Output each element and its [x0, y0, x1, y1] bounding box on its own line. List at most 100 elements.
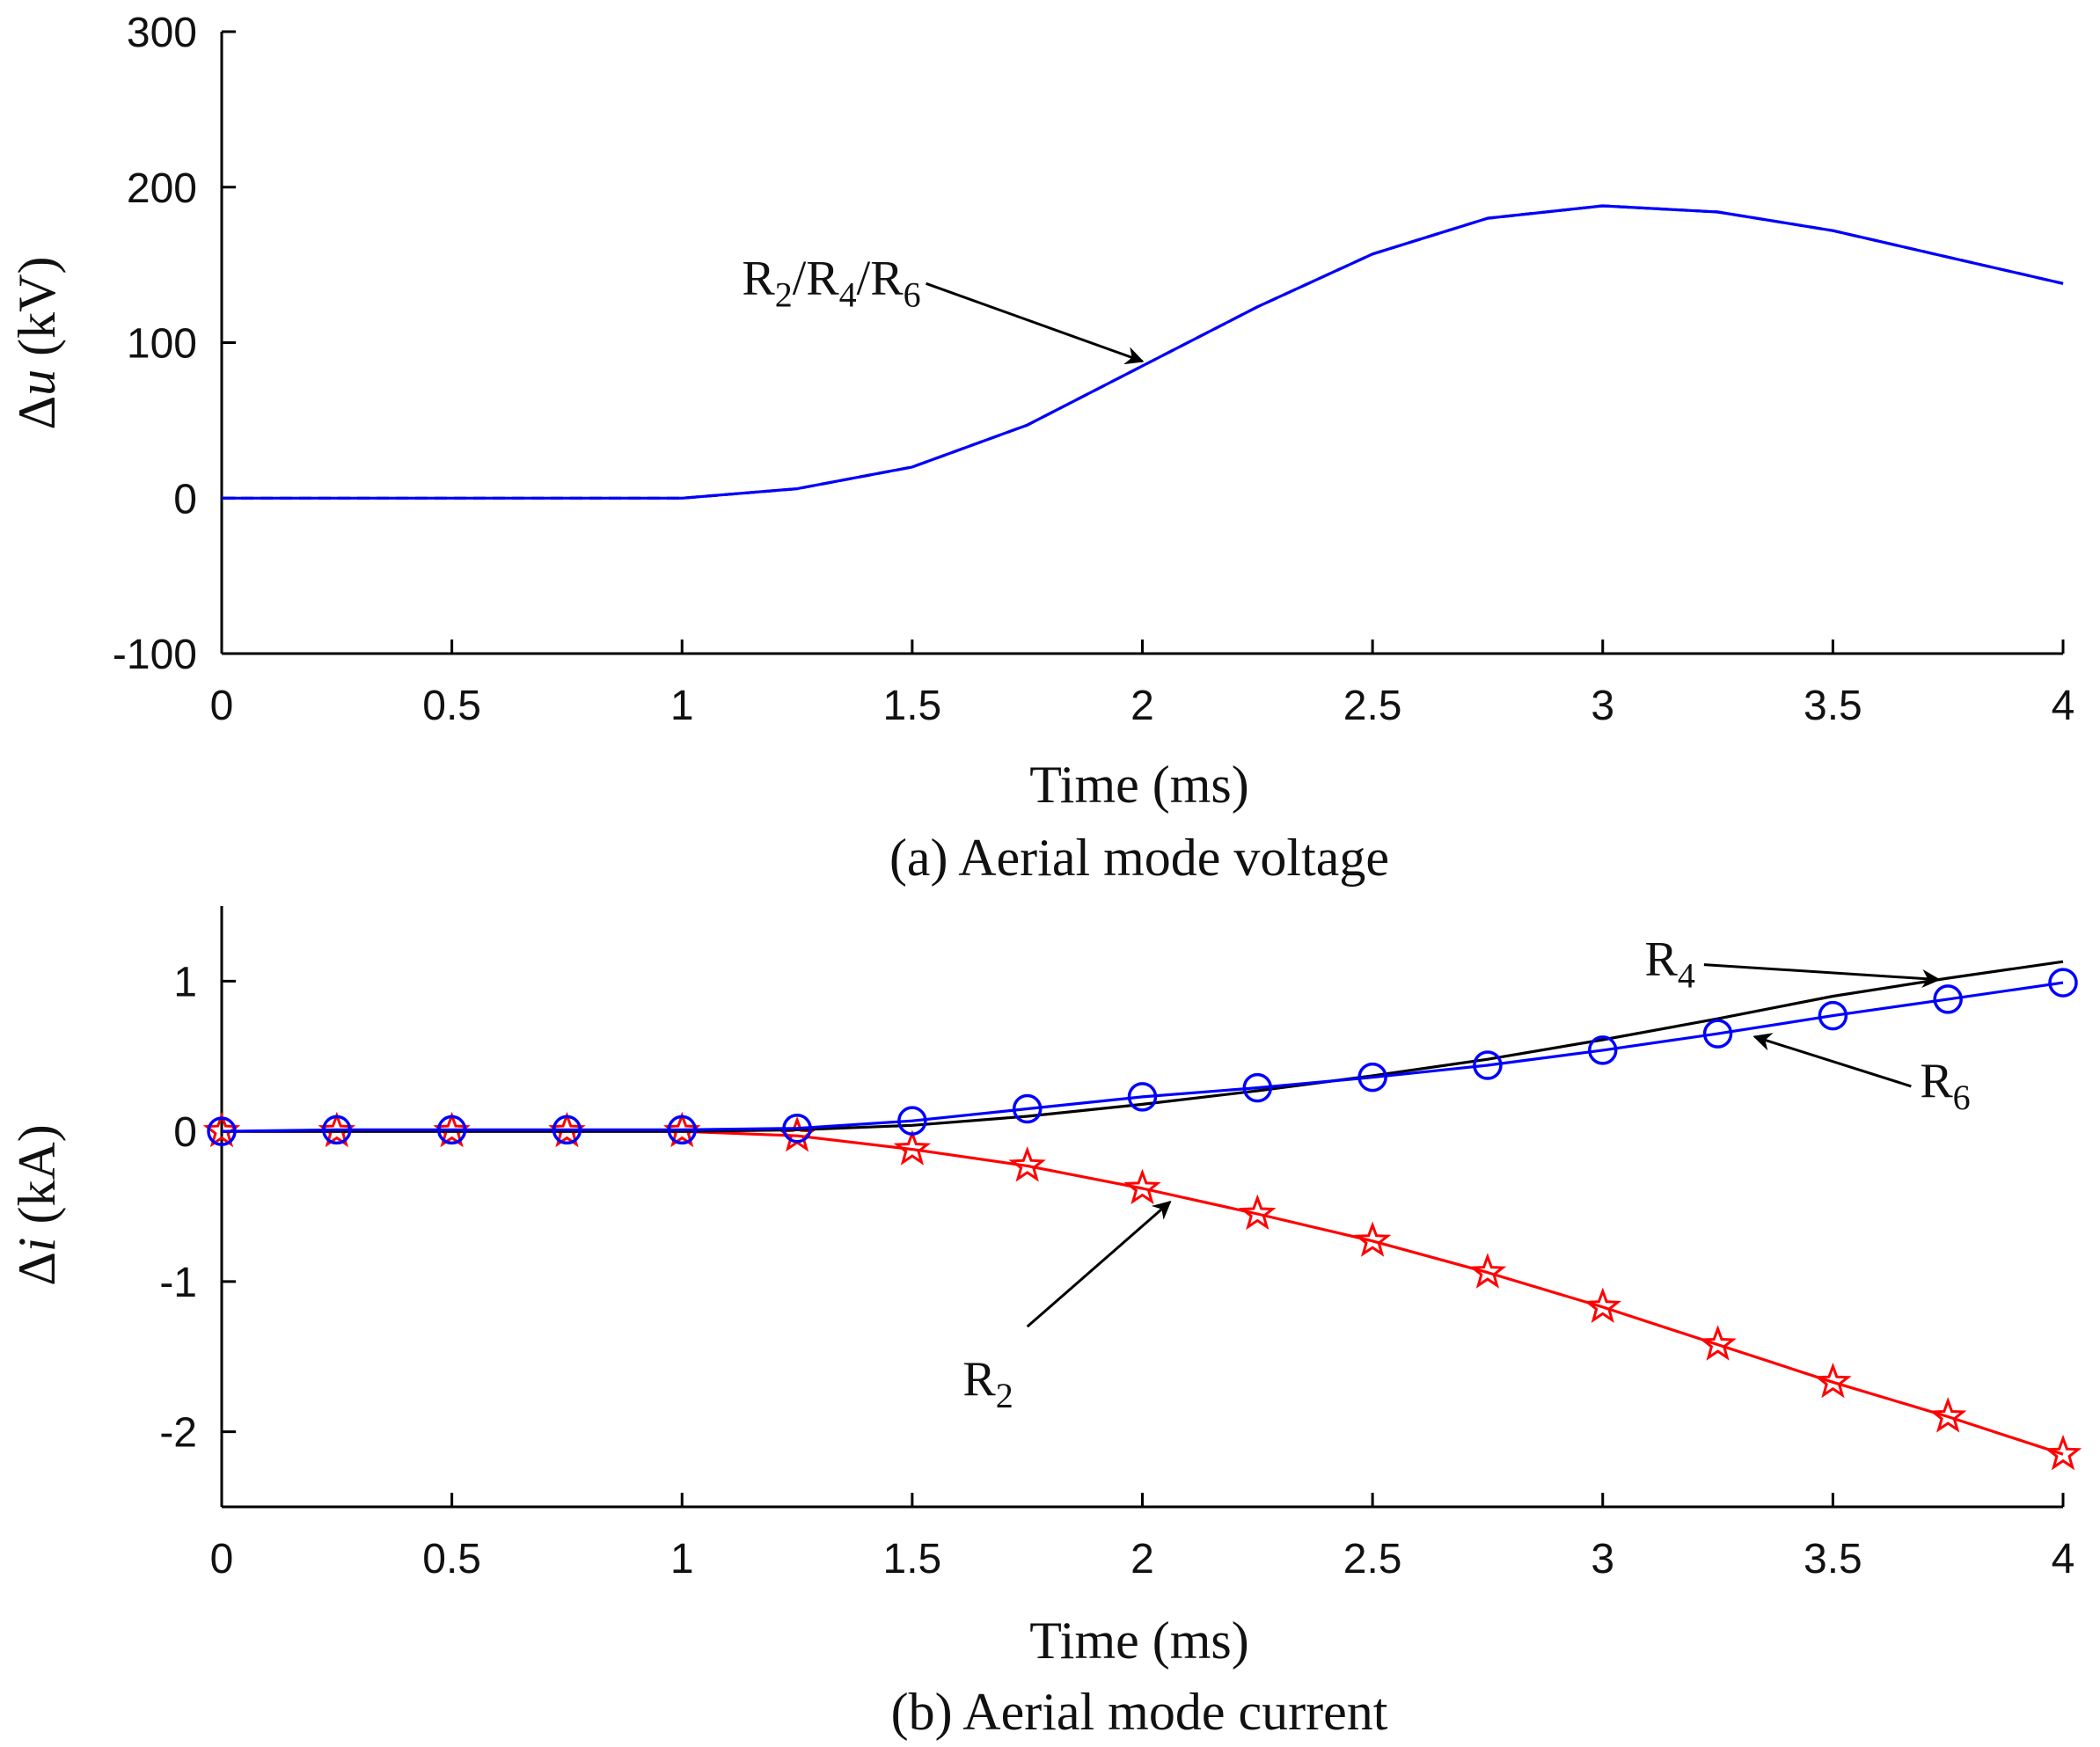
- y-tick-label: 300: [127, 10, 197, 56]
- annotation-arrow-r6: [1752, 1033, 1912, 1088]
- data-point-star-r2: [1928, 1397, 1967, 1433]
- panel-b-y-axis-title: Δi (kA): [8, 1124, 66, 1286]
- data-point-star-r2: [1008, 1146, 1046, 1182]
- data-point-star-r2: [2044, 1434, 2082, 1471]
- annotation-subscript: 6: [904, 274, 921, 314]
- annotation-text: /R: [857, 251, 904, 305]
- annotation-text: R: [742, 251, 775, 305]
- panel-b-x-axis-title: Time (ms): [1029, 1612, 1249, 1670]
- annotation-arrow-r246: [926, 281, 1145, 365]
- y-tick-label: 0: [173, 476, 197, 523]
- data-point-circle-r6: [1127, 1082, 1158, 1112]
- x-tick-label: 3: [1591, 683, 1614, 729]
- panel-b-series: [202, 960, 2082, 1471]
- panel-a-caption: (a) Aerial mode voltage: [889, 829, 1389, 887]
- panel-a-y-axis-variable: u: [8, 369, 66, 396]
- annotation-label-r246: R2/R4/R6: [742, 251, 920, 314]
- data-point-circle-r6: [1242, 1072, 1273, 1103]
- y-tick-label: -1: [159, 1260, 197, 1306]
- annotation-label-r2: R2: [962, 1352, 1013, 1415]
- data-point-circle-r6: [436, 1115, 467, 1145]
- y-tick-label: 0: [173, 1109, 197, 1156]
- data-point-circle-r6: [207, 1116, 237, 1146]
- x-tick-label: 4: [2052, 1536, 2075, 1583]
- y-tick-label: 200: [127, 165, 197, 212]
- data-point-circle-r6: [1012, 1093, 1043, 1124]
- data-point-star-r2: [1814, 1362, 1852, 1399]
- panel-a-series: [222, 204, 2064, 500]
- annotation-text: R: [1645, 932, 1679, 987]
- annotation-subscript: 2: [996, 1376, 1013, 1415]
- data-point-star-r2: [1699, 1325, 1737, 1361]
- panel-b-ticks: 0 0.5 1 1.5 2 2.5 3 3.5 4 -2 -1 0 1: [159, 906, 2074, 1583]
- y-tick-label: -2: [159, 1410, 197, 1457]
- data-point-circle-r6: [897, 1106, 927, 1136]
- data-point-star-r2: [1584, 1287, 1622, 1324]
- x-tick-label: 0.5: [422, 683, 481, 729]
- data-point-star-r2: [1123, 1168, 1161, 1205]
- data-point-circle-r6: [1933, 984, 1963, 1014]
- series-line-r2: [222, 1129, 2064, 1456]
- annotation-text: R: [1920, 1054, 1953, 1108]
- y-tick-label: -100: [113, 632, 197, 678]
- panel-a-x-axis-title: Time (ms): [1029, 756, 1249, 814]
- panel-a-annotations: R2/R4/R6: [742, 251, 1145, 365]
- x-tick-label: 1: [670, 1536, 694, 1583]
- annotation-label-r4: R4: [1645, 932, 1695, 996]
- series-line-r6: [222, 204, 2064, 500]
- data-point-star-r2: [893, 1129, 932, 1166]
- panel-a-ticks: 0 0.5 1 1.5 2 2.5 3 3.5 4 -100 0 100 200 300: [113, 10, 2074, 729]
- data-point-circle-r6: [1818, 1000, 1848, 1031]
- panel-b-y-axis-variable: i: [8, 1238, 66, 1253]
- x-tick-label: 1: [670, 683, 694, 729]
- data-point-circle-r6: [1357, 1062, 1387, 1093]
- y-tick-label: 100: [127, 321, 197, 368]
- series-line-r4: [222, 960, 2064, 1133]
- x-tick-label: 3.5: [1804, 683, 1862, 729]
- data-point-circle-r6: [1473, 1050, 1503, 1080]
- x-tick-label: 1.5: [883, 683, 942, 729]
- data-point-star-r2: [1239, 1194, 1277, 1231]
- x-tick-label: 0: [210, 683, 234, 729]
- data-point-circle-r6: [2048, 968, 2078, 998]
- x-tick-label: 2: [1130, 1536, 1154, 1583]
- series-line-r6: [221, 981, 2064, 1133]
- annotation-subscript: 2: [775, 274, 793, 314]
- panel-a-y-axis-unit: (kV): [8, 257, 66, 369]
- x-tick-label: 0: [210, 1536, 234, 1583]
- annotation-text: R: [962, 1352, 996, 1407]
- data-point-star-r2: [1353, 1221, 1392, 1257]
- data-point-circle-r6: [1588, 1035, 1618, 1065]
- annotation-subscript: 4: [1678, 956, 1695, 996]
- panel-b-caption: (b) Aerial mode current: [891, 1683, 1388, 1741]
- annotation-arrow-r2: [1026, 1200, 1172, 1328]
- data-point-circle-r6: [667, 1115, 697, 1145]
- x-tick-label: 2.5: [1343, 683, 1402, 729]
- annotation-text: /R: [793, 251, 840, 305]
- x-tick-label: 2.5: [1343, 1536, 1402, 1583]
- data-point-star-r2: [1468, 1253, 1507, 1289]
- series-line-r4: [222, 204, 2064, 500]
- annotation-subscript: 4: [839, 274, 857, 314]
- annotation-label-r6: R6: [1920, 1054, 1970, 1117]
- panel-b-y-axis-symbol: Δ: [8, 1252, 66, 1286]
- x-tick-label: 3.5: [1804, 1536, 1862, 1583]
- y-tick-label: 1: [173, 959, 197, 1005]
- data-point-circle-r6: [322, 1115, 352, 1145]
- annotation-arrow-r4: [1703, 963, 1941, 988]
- x-tick-label: 1.5: [883, 1536, 942, 1583]
- panel-a-y-axis-symbol: Δ: [8, 396, 66, 430]
- data-point-circle-r6: [552, 1115, 582, 1145]
- x-tick-label: 3: [1591, 1536, 1614, 1583]
- x-tick-label: 4: [2052, 683, 2075, 729]
- x-tick-label: 2: [1130, 683, 1154, 729]
- annotation-subscript: 6: [1953, 1078, 1971, 1117]
- data-point-circle-r6: [782, 1113, 812, 1144]
- panel-b-y-axis-unit: (kA): [8, 1124, 66, 1237]
- data-point-circle-r6: [1702, 1019, 1733, 1049]
- x-tick-label: 0.5: [422, 1536, 481, 1583]
